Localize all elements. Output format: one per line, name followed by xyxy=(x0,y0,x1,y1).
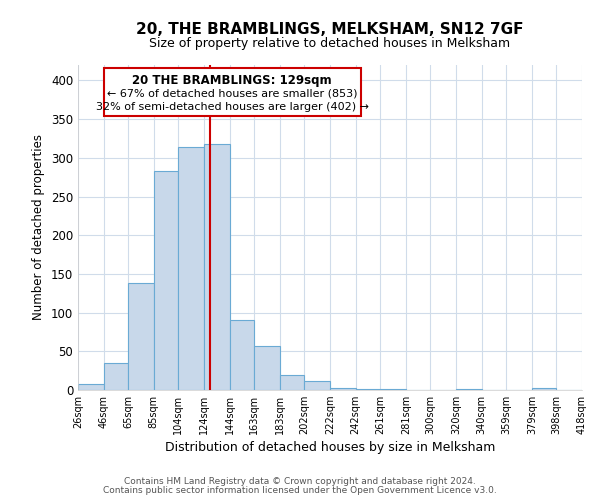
Text: Size of property relative to detached houses in Melksham: Size of property relative to detached ho… xyxy=(149,38,511,51)
Bar xyxy=(532,388,556,390)
Bar xyxy=(154,171,178,390)
Bar xyxy=(230,320,254,390)
Text: Contains public sector information licensed under the Open Government Licence v3: Contains public sector information licen… xyxy=(103,486,497,495)
Bar xyxy=(356,389,380,390)
Bar xyxy=(330,388,356,390)
X-axis label: Distribution of detached houses by size in Melksham: Distribution of detached houses by size … xyxy=(165,442,495,454)
Bar xyxy=(456,389,482,390)
Text: ← 67% of detached houses are smaller (853): ← 67% of detached houses are smaller (85… xyxy=(107,88,358,98)
Bar xyxy=(254,346,280,390)
Bar xyxy=(104,363,128,390)
Bar xyxy=(204,144,230,390)
Text: Contains HM Land Registry data © Crown copyright and database right 2024.: Contains HM Land Registry data © Crown c… xyxy=(124,477,476,486)
Text: 20 THE BRAMBLINGS: 129sqm: 20 THE BRAMBLINGS: 129sqm xyxy=(133,74,332,88)
Bar xyxy=(178,147,204,390)
FancyBboxPatch shape xyxy=(104,68,361,116)
Bar xyxy=(380,389,406,390)
Text: 32% of semi-detached houses are larger (402) →: 32% of semi-detached houses are larger (… xyxy=(96,102,369,112)
Bar xyxy=(78,384,104,390)
Y-axis label: Number of detached properties: Number of detached properties xyxy=(32,134,46,320)
Bar xyxy=(304,382,330,390)
Bar xyxy=(280,376,304,390)
Bar xyxy=(128,283,154,390)
Text: 20, THE BRAMBLINGS, MELKSHAM, SN12 7GF: 20, THE BRAMBLINGS, MELKSHAM, SN12 7GF xyxy=(136,22,524,38)
